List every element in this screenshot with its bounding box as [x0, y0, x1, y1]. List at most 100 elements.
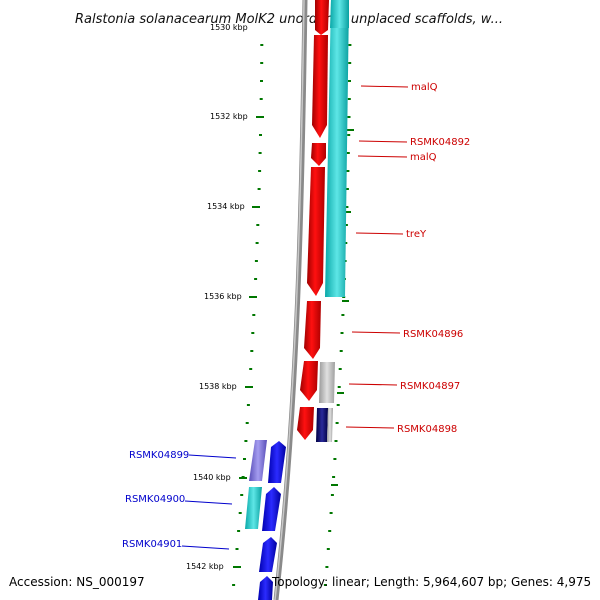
leader-line — [345, 426, 395, 429]
leader-line — [351, 331, 401, 334]
minor-tick-left — [245, 422, 249, 424]
minor-tick-right — [328, 530, 332, 532]
leader-line — [355, 232, 404, 235]
minor-tick-left — [260, 62, 264, 64]
minor-tick-left — [238, 512, 242, 514]
minor-tick-right — [348, 62, 352, 64]
gene-feature-cyan-small[interactable] — [245, 487, 262, 529]
minor-tick-right — [336, 404, 340, 406]
minor-tick-left — [246, 404, 250, 406]
gene-label-malQ-2[interactable]: malQ — [410, 152, 437, 163]
minor-tick-left — [254, 260, 258, 262]
minor-tick-left — [249, 368, 253, 370]
minor-tick-left — [237, 530, 241, 532]
minor-tick-right — [330, 494, 334, 496]
minor-tick-right — [344, 242, 348, 244]
sequence-backbone — [273, 0, 308, 600]
minor-tick-left — [259, 98, 263, 100]
gene-label-treY[interactable]: treY — [406, 229, 427, 240]
minor-tick-right — [332, 476, 336, 478]
leader-line — [188, 454, 237, 459]
gene-label-malQ[interactable]: malQ — [411, 82, 438, 93]
minor-tick-right — [345, 188, 349, 190]
gene-feature-RSMK04900[interactable] — [262, 487, 281, 531]
gene-feature-malQ-1[interactable] — [312, 35, 328, 138]
gene-feature-RSMK04896[interactable] — [300, 361, 318, 401]
gene-label-RSMK04892[interactable]: RSMK04892 — [410, 137, 470, 148]
gene-feature-cyan[interactable] — [325, 0, 349, 297]
gene-labels-left: RSMK04899 RSMK04900 RSMK04901 — [122, 450, 237, 550]
gene-feature-cyan-top[interactable] — [330, 0, 349, 28]
gene-feature-top-stub[interactable] — [315, 0, 329, 35]
minor-tick-right — [340, 332, 344, 334]
minor-tick-left — [252, 314, 256, 316]
gene-label-RSMK04897[interactable]: RSMK04897 — [400, 381, 460, 392]
leader-line — [360, 85, 409, 88]
accession-text: Accession: NS_000197 — [9, 575, 145, 589]
gene-feature-treY[interactable] — [304, 301, 321, 359]
minor-tick-right — [341, 314, 345, 316]
tick-label-1540: 1540 kbp — [193, 473, 231, 482]
minor-tick-right — [326, 548, 330, 550]
tick-label-1532: 1532 kbp — [210, 112, 248, 121]
tick-label-1542: 1542 kbp — [186, 562, 224, 571]
minor-tick-left — [235, 548, 239, 550]
minor-tick-right — [325, 566, 329, 568]
leader-line — [181, 545, 230, 550]
minor-tick-right — [348, 44, 352, 46]
minor-tick-right — [345, 206, 349, 208]
minor-tick-left — [258, 152, 262, 154]
leader-line — [184, 500, 233, 505]
minor-tick-right — [346, 152, 350, 154]
gene-labels-right: malQ RSMK04892 malQ treY RSMK04896 RSMK0… — [345, 82, 470, 435]
gene-feature-grey-small[interactable] — [327, 408, 333, 442]
gene-feature-navy[interactable] — [316, 408, 328, 442]
minor-tick-right — [348, 80, 351, 82]
minor-tick-left — [232, 584, 236, 586]
gene-label-RSMK04900[interactable]: RSMK04900 — [125, 494, 185, 505]
gene-label-RSMK04896[interactable]: RSMK04896 — [403, 329, 463, 340]
minor-tick-left — [250, 350, 254, 352]
gene-label-RSMK04899[interactable]: RSMK04899 — [129, 450, 189, 461]
minor-tick-right — [329, 512, 333, 514]
minor-tick-right — [338, 368, 342, 370]
minor-tick-left — [251, 332, 255, 334]
minor-tick-left — [243, 458, 246, 460]
minor-tick-right — [347, 116, 351, 118]
minor-tick-right — [344, 224, 348, 226]
minor-tick-right — [347, 134, 351, 136]
tick-label-1534: 1534 kbp — [207, 202, 245, 211]
minor-tick-right — [347, 98, 351, 100]
minor-tick-left — [254, 278, 258, 280]
minor-tick-left — [255, 242, 259, 244]
gene-feature-RSMK04892[interactable] — [311, 143, 326, 166]
major-ticks: 1532 kbp 1534 kbp 1536 kbp 1538 kbp 1540… — [186, 112, 354, 571]
minor-tick-left — [260, 44, 264, 46]
gene-label-RSMK04901[interactable]: RSMK04901 — [122, 539, 182, 550]
minor-tick-right — [339, 350, 343, 352]
leader-line — [358, 140, 408, 143]
map-title: Ralstonia solanacearum MolK2 unordered u… — [75, 12, 503, 27]
minor-tick-left — [257, 188, 261, 190]
gene-feature-bottom[interactable] — [258, 576, 273, 600]
gene-feature-RSMK04897[interactable] — [297, 407, 314, 440]
tick-label-1530: 1530 kbp — [210, 23, 248, 32]
minor-tick-left — [240, 494, 244, 496]
tick-label-1538: 1538 kbp — [199, 382, 237, 391]
gene-feature-purple[interactable] — [249, 440, 267, 481]
gene-feature-grey[interactable] — [319, 362, 335, 403]
gene-feature-RSMK04899[interactable] — [268, 441, 286, 483]
topology-summary: Topology: linear; Length: 5,964,607 bp; … — [271, 575, 591, 589]
gene-label-RSMK04898[interactable]: RSMK04898 — [397, 424, 457, 435]
minor-tick-left — [244, 440, 248, 442]
leader-line — [348, 383, 398, 386]
sequence-backbone-highlight — [274, 0, 305, 600]
gene-feature-RSMK04901[interactable] — [259, 537, 277, 572]
tick-label-1536: 1536 kbp — [204, 292, 242, 301]
minor-tick-right — [346, 170, 350, 172]
leader-line — [357, 155, 408, 158]
minor-tick-left — [260, 80, 263, 82]
minor-tick-right — [333, 458, 337, 460]
gene-feature-malQ-2[interactable] — [307, 167, 325, 296]
